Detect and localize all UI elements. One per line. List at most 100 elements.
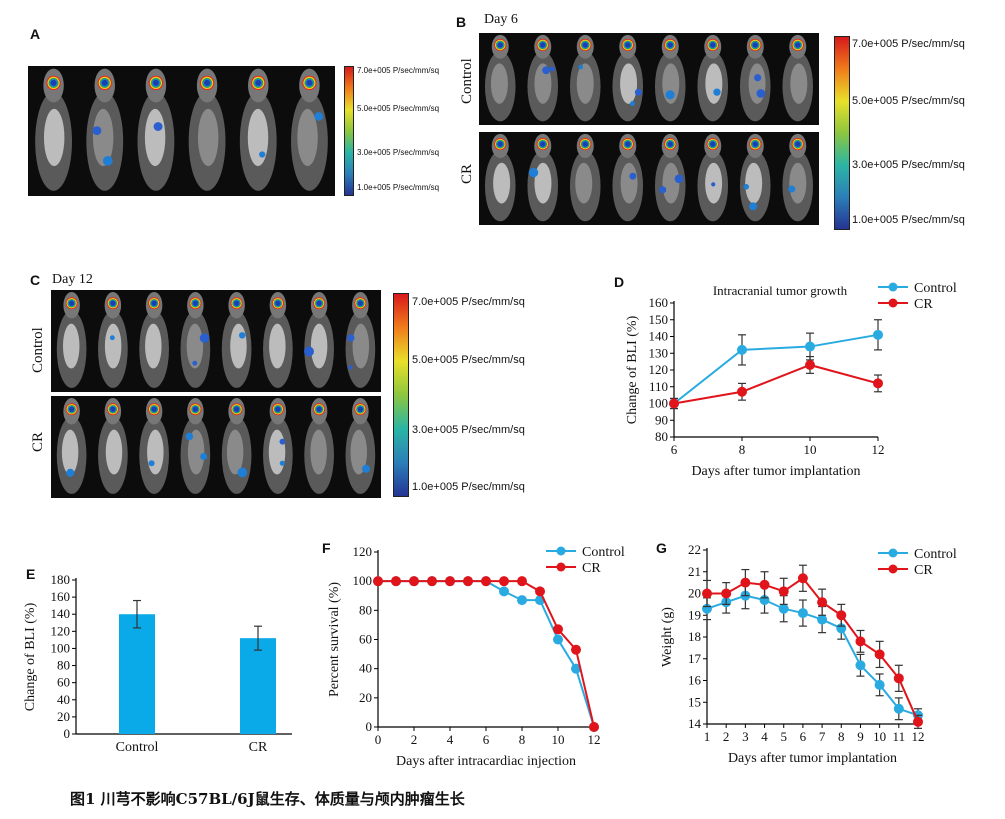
chart-d-ytick-label: 110 [649, 379, 668, 394]
panel-b-color-scale [834, 36, 850, 230]
chart-g-xtick-label: 10 [873, 729, 886, 744]
mouse-image [484, 34, 516, 122]
chart-d-ytick-label: 160 [649, 295, 669, 310]
chart-g-ytick-label: 14 [688, 716, 702, 731]
panel-b-cr-image [479, 132, 819, 225]
panel-a-color-scale [344, 66, 354, 196]
mouse-image [345, 292, 376, 388]
chart-f-xtick-label: 2 [411, 732, 418, 747]
mouse-image [654, 133, 686, 222]
mouse-image [484, 133, 516, 222]
chart-g-legend-cr: CR [914, 563, 933, 578]
chart-d-xtick-label: 6 [671, 442, 678, 457]
chart-g-xtick-label: 2 [723, 729, 730, 744]
chart-g-ytick-label: 21 [688, 564, 701, 579]
chart-g-point-control [797, 608, 808, 619]
mouse-image [697, 133, 729, 222]
chart-f-point-cr [481, 576, 491, 587]
chart-g-legend-marker [888, 548, 898, 558]
chart-g-line-cr [707, 576, 919, 723]
mouse-image [782, 34, 814, 122]
chart-d-point-control [805, 341, 815, 352]
chart-g-ytick-label: 22 [688, 542, 701, 557]
chart-f-point-cr [427, 576, 437, 587]
chart-d-ytick-label: 150 [649, 312, 669, 327]
chart-f-legend-control: Control [582, 545, 625, 560]
mouse-image [290, 68, 328, 191]
chart-f-point-control [499, 586, 509, 597]
panel-b-scale-max: 7.0e+005 P/sec/mm/sq [852, 38, 965, 50]
chart-g-xtick-label: 5 [780, 729, 787, 744]
chart-g-point-cr [855, 636, 866, 647]
chart-e-category-label: CR [249, 740, 268, 755]
chart-f-point-control [553, 634, 563, 645]
chart-g-point-control [778, 603, 789, 614]
panel-b-label: B [456, 14, 467, 30]
chart-e-ytick-label: 180 [51, 572, 71, 587]
mouse-image [221, 292, 252, 388]
chart-f-point-control [571, 663, 581, 674]
chart-f-xtick-label: 4 [447, 732, 454, 747]
chart-d-xtick-label: 8 [739, 442, 746, 457]
chart-g-y-axis-label: Weight (g) [660, 607, 675, 667]
chart-d-ytick-label: 120 [649, 362, 669, 377]
chart-g-point-control [855, 660, 866, 671]
chart-f-point-cr [499, 576, 509, 587]
chart-f-point-cr [553, 624, 563, 635]
mouse-image [527, 34, 559, 122]
chart-d-x-axis-label: Days after tumor implantation [691, 464, 860, 479]
panel-b-scale-5: 5.0e+005 P/sec/mm/sq [852, 95, 965, 107]
chart-f-ytick-label: 0 [366, 719, 373, 734]
chart-d-ytick-label: 100 [649, 396, 669, 411]
mouse-image [221, 398, 252, 494]
chart-f-ytick-label: 40 [359, 661, 372, 676]
chart-f-y-axis-label: Percent survival (%) [327, 582, 342, 697]
panel-a-scale-3: 3.0e+005 P/sec/mm/sq [357, 148, 440, 157]
chart-g-xtick-label: 7 [819, 729, 826, 744]
mouse-image [180, 398, 211, 494]
chart-f-x-axis-label: Days after intracardiac injection [396, 754, 576, 769]
panel-c-day-label: Day 12 [52, 272, 93, 287]
chart-e-ytick-label: 0 [64, 726, 71, 741]
chart-e-y-axis-label: Change of BLI (%) [23, 602, 38, 711]
panel-b-scale-3: 3.0e+005 P/sec/mm/sq [852, 159, 965, 171]
mouse-image [654, 34, 686, 122]
chart-g-line-control [706, 594, 919, 717]
chart-d-ytick-label: 80 [655, 429, 668, 444]
figure-caption: 图1 川芎不影响C57BL/6J鼠生存、体质量与颅内肿瘤生长 [70, 790, 465, 808]
chart-g-xtick-label: 4 [761, 729, 768, 744]
panel-c-scale-min: 1.0e+005 P/sec/mm/sq [412, 481, 525, 493]
chart-g-xtick-label: 3 [742, 729, 749, 744]
mouse-image [739, 34, 771, 122]
chart-f-xtick-label: 0 [375, 732, 382, 747]
panel-c-color-scale [393, 293, 409, 497]
chart-g-point-cr [893, 673, 904, 684]
panel-c-label: C [30, 272, 41, 288]
chart-e-ytick-label: 60 [57, 675, 70, 690]
mouse-image [569, 133, 601, 222]
chart-e-bar-control [119, 614, 155, 734]
chart-g-point-cr [836, 610, 847, 621]
panel-a-label: A [30, 26, 41, 42]
chart-d-legend-marker [888, 282, 898, 292]
chart-f-point-cr [571, 644, 581, 655]
mouse-image [86, 68, 124, 191]
chart-d-line-cr [673, 363, 879, 405]
mouse-image [569, 34, 601, 122]
chart-g-ytick-label: 16 [688, 673, 702, 688]
chart-d-xtick-label: 12 [872, 442, 885, 457]
chart-d-ytick-label: 130 [649, 345, 669, 360]
chart-d-legend-cr: CR [914, 297, 933, 312]
mouse-image [345, 398, 376, 494]
chart-d-line-control [673, 333, 879, 405]
chart-d-point-control [873, 329, 883, 340]
chart-d-point-control [737, 344, 747, 355]
mouse-image [98, 292, 128, 388]
chart-d-legend-control: Control [914, 281, 957, 296]
chart-g-point-cr [913, 716, 923, 727]
chart-e-ytick-label: 140 [51, 606, 71, 621]
mouse-image [98, 398, 128, 494]
chart-d-xtick-label: 10 [804, 442, 817, 457]
chart-g-legend-marker [888, 564, 898, 574]
